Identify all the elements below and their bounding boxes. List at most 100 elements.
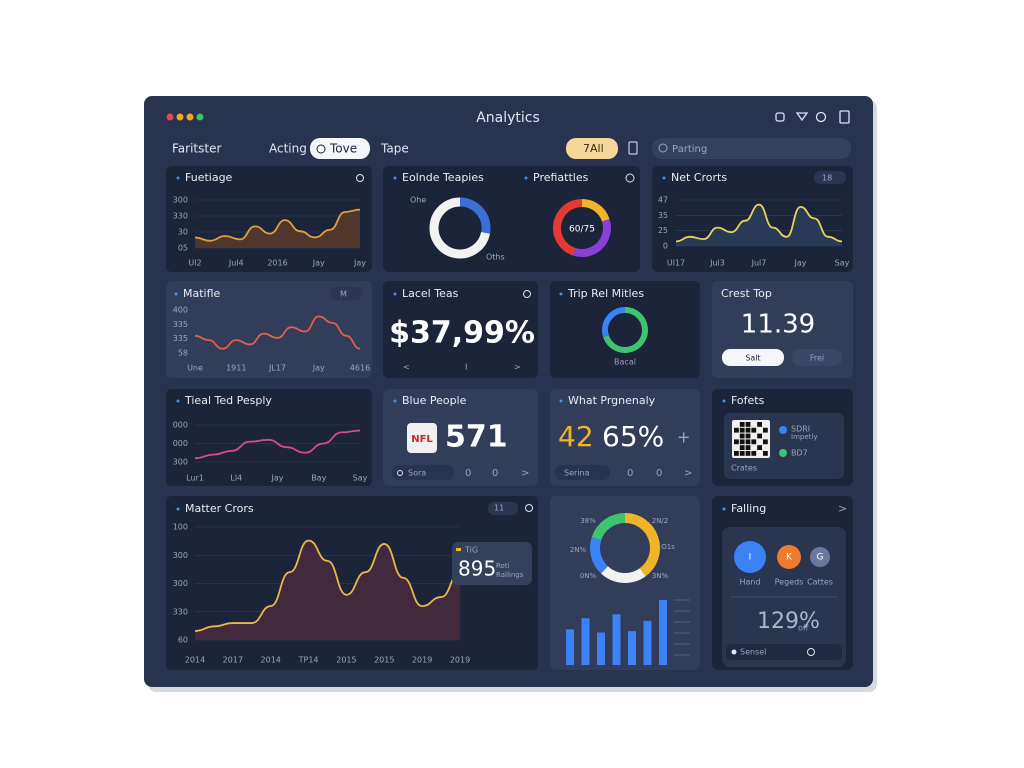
qr-cell — [739, 451, 745, 456]
label: SDRI — [791, 425, 810, 434]
icon-doc[interactable] — [839, 110, 850, 124]
panel-title: Crest Top — [721, 287, 772, 300]
label[interactable]: > — [684, 468, 692, 479]
filter[interactable]: 7All — [583, 142, 604, 155]
title-dot — [524, 176, 528, 180]
line — [194, 208, 361, 242]
dot-yellow — [176, 113, 184, 121]
label[interactable]: Salt — [745, 354, 760, 363]
label[interactable]: > — [521, 468, 529, 479]
icon-heart[interactable] — [795, 112, 809, 122]
donut-segment — [603, 307, 648, 353]
metric-value: 571 — [445, 420, 508, 455]
tooltip — [452, 542, 532, 585]
donut-segment — [553, 199, 583, 256]
donut-center: 60/75 — [569, 225, 595, 235]
qr-cell — [763, 451, 768, 456]
title-dot — [174, 292, 178, 296]
x-tick-label: Jul3 — [709, 259, 725, 268]
icon-link[interactable] — [815, 111, 827, 123]
x-tick-label: JL17 — [268, 364, 286, 373]
tab-pill[interactable] — [310, 138, 370, 159]
donut-segment — [573, 219, 611, 257]
label: off — [798, 624, 809, 633]
legend-dot — [779, 449, 787, 457]
icon-lock[interactable] — [775, 112, 785, 122]
tab-active[interactable]: Tove — [329, 142, 357, 156]
icon-info[interactable] — [807, 648, 815, 656]
y-tick-label: 35 — [658, 211, 668, 220]
label[interactable]: Frei — [810, 354, 824, 363]
avatar[interactable] — [777, 545, 801, 569]
label[interactable]: > — [514, 363, 521, 372]
avatar[interactable] — [810, 547, 830, 567]
y-tick-label: 000 — [173, 421, 188, 430]
label: Sora — [408, 469, 426, 478]
y-tick-label: 335 — [173, 320, 188, 329]
tab[interactable]: Tape — [380, 142, 409, 156]
line — [194, 429, 361, 460]
y-tick-label: 300 — [173, 551, 188, 560]
label[interactable]: + — [677, 428, 690, 447]
donut-label: 2N/2 — [652, 517, 669, 525]
title-dot — [176, 176, 180, 180]
badge[interactable] — [814, 171, 846, 184]
donut-segment — [591, 513, 626, 541]
area — [676, 204, 842, 246]
label: Bacal — [614, 358, 636, 367]
y-tick-label: 300 — [173, 579, 188, 588]
label: M — [340, 290, 347, 299]
qr-cell — [739, 439, 745, 445]
avatar[interactable] — [734, 541, 766, 573]
title-dot — [393, 399, 397, 403]
label: Hand — [739, 578, 760, 587]
tab[interactable]: Acting — [269, 142, 307, 156]
search-box[interactable] — [652, 138, 851, 159]
icon-bookmark[interactable] — [628, 141, 638, 155]
x-tick-label: 2019 — [412, 656, 432, 665]
y-tick-label: 300 — [173, 196, 188, 205]
label: Roti — [496, 562, 510, 570]
logo — [407, 423, 437, 453]
x-tick-label: 2015 — [374, 656, 394, 665]
donut-segment — [581, 199, 610, 222]
donut-segment — [459, 197, 491, 234]
qr-cell — [734, 439, 739, 445]
y-tick-label: 335 — [173, 334, 188, 343]
badge[interactable] — [330, 287, 362, 300]
x-tick-label: Jay — [794, 259, 807, 268]
y-tick-label: 05 — [178, 244, 188, 253]
panel — [550, 281, 700, 378]
qr-cell — [751, 427, 757, 433]
label[interactable]: < — [403, 363, 410, 372]
x-tick-label: Jay — [353, 259, 366, 268]
label: 0 — [492, 468, 498, 479]
donut-segment — [429, 197, 490, 259]
y-tick-label: 000 — [173, 439, 188, 448]
qr-cell — [745, 422, 751, 427]
panel-title: Fuetiage — [185, 171, 233, 184]
y-tick-label: 300 — [173, 458, 188, 467]
label[interactable]: > — [838, 502, 847, 515]
filter-pill[interactable] — [566, 138, 618, 159]
label: Oths — [486, 253, 505, 262]
qr-cell — [763, 439, 768, 445]
panel-title: Lacel Teas — [402, 287, 459, 300]
button[interactable] — [792, 349, 842, 366]
title-dot — [559, 292, 563, 296]
label: Rallings — [496, 571, 524, 579]
line — [675, 203, 843, 243]
chip[interactable] — [392, 465, 454, 480]
x-tick-label: Une — [187, 364, 203, 373]
y-tick-label: 30 — [178, 228, 188, 237]
icon-refresh[interactable] — [356, 174, 364, 182]
x-tick-label: 2014 — [261, 656, 281, 665]
x-tick-label: Jul7 — [751, 259, 767, 268]
qr-cell — [757, 445, 762, 450]
chip[interactable] — [555, 465, 610, 480]
title-dot — [722, 399, 726, 403]
x-tick-label: Say — [353, 474, 368, 483]
button[interactable] — [722, 349, 784, 366]
qr-cell — [757, 422, 762, 427]
badge[interactable] — [488, 502, 518, 515]
